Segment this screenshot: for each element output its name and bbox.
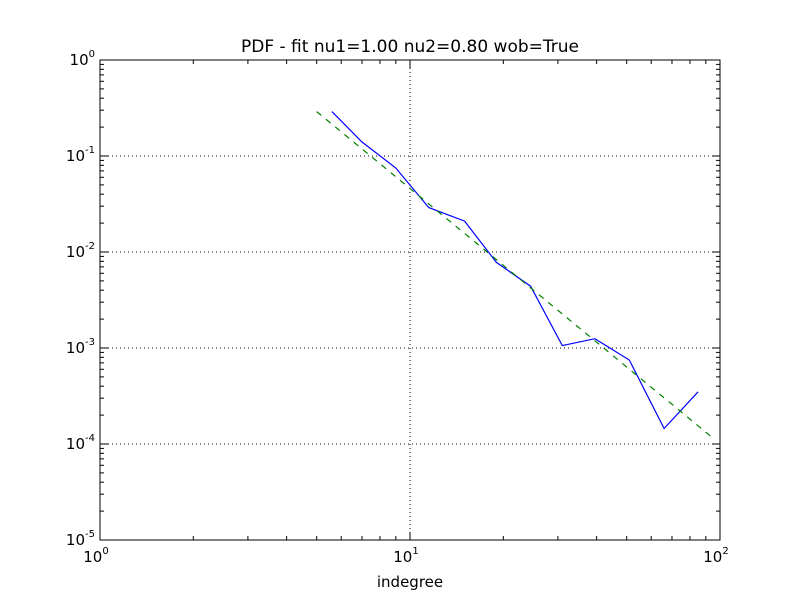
chart-title: PDF - fit nu1=1.00 nu2=0.80 wob=True: [241, 37, 579, 57]
x-tick-label: 102: [703, 546, 728, 566]
x-tick-label: 101: [393, 546, 418, 566]
ticks: 100 101 102 100 10-1 10-2 10-3 10-4 10-5: [66, 49, 729, 566]
y-tick-label: 10-4: [66, 433, 95, 453]
y-tick-label: 10-5: [66, 529, 95, 549]
grid: [100, 60, 720, 540]
y-tick-label: 10-1: [66, 145, 95, 165]
x-axis-label: indegree: [377, 573, 443, 591]
y-tick-label: 10-2: [66, 241, 95, 261]
fit-line: [316, 111, 714, 439]
series-layer: [316, 111, 714, 439]
y-tick-label: 100: [70, 49, 95, 69]
y-tick-label: 10-3: [66, 337, 95, 357]
x-tick-label: 100: [83, 546, 108, 566]
